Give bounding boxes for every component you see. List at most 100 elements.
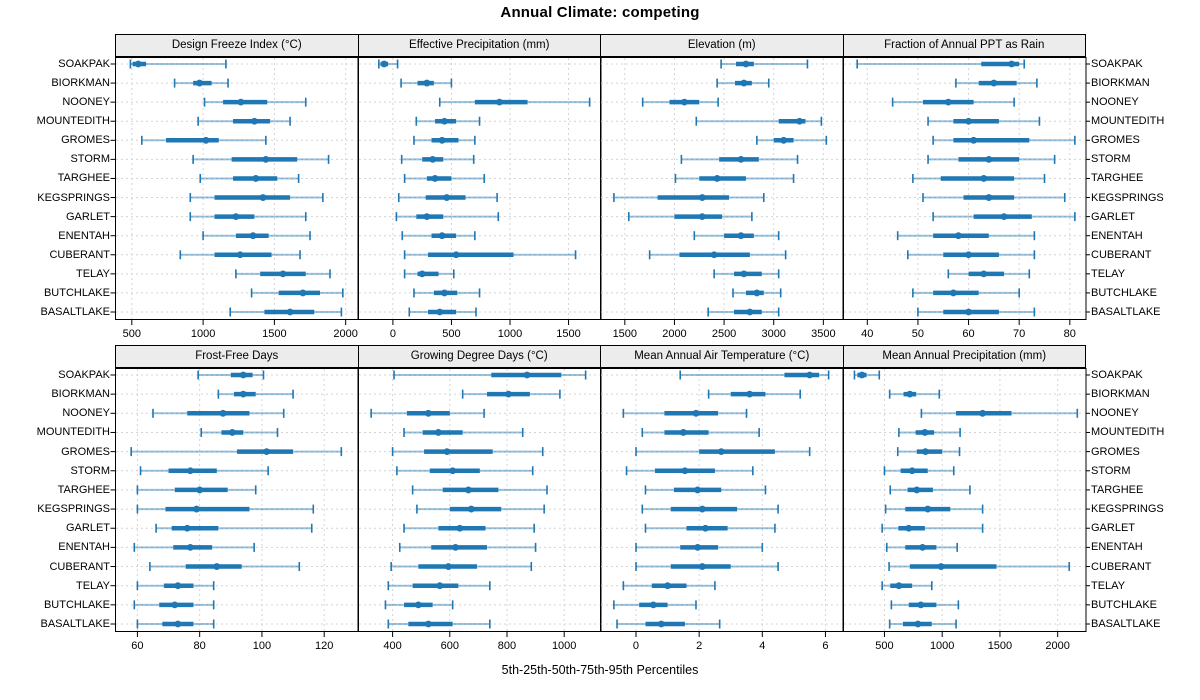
axis-tick-label: 1000 [929, 640, 953, 652]
axis-tick-label: 4 [759, 640, 765, 652]
site-label-left: CUBERANT [49, 248, 110, 261]
site-label-left: TARGHEE [57, 172, 110, 185]
axis-tick-label: 500 [123, 328, 141, 340]
site-label-right: TARGHEE [1091, 172, 1144, 185]
axis-tick-label: 6 [822, 640, 828, 652]
site-label-left: BUTCHLAKE [43, 598, 110, 611]
panel-strip: Design Freeze Index (°C) [115, 34, 359, 57]
panel-strip: Fraction of Annual PPT as Rain [842, 34, 1086, 57]
site-label-right: SOAKPAK [1091, 58, 1143, 70]
axis-tick-label: 800 [497, 640, 515, 652]
site-label-left: ENENTAH [58, 229, 110, 242]
axis-tick-label: 120 [315, 640, 333, 652]
site-label-right: CUBERANT [1091, 248, 1152, 261]
site-label-left: TELAY [75, 579, 110, 592]
site-label-right: CUBERANT [1091, 560, 1152, 573]
panel-1: 0 500 1000 1500 [357, 57, 601, 340]
site-label-left: ENENTAH [58, 541, 110, 554]
site-label-right: BASALTLAKE [1091, 306, 1161, 318]
site-label-left: STORM [70, 153, 110, 166]
axis-tick-label: 100 [253, 640, 271, 652]
site-label-right: BIORKMAN [1091, 77, 1150, 90]
axis-tick-label: 60 [962, 328, 974, 340]
panel-strip: Mean Annual Precipitation (mm) [842, 345, 1086, 368]
site-label-left: SOAKPAK [58, 369, 110, 381]
axis-tick-label: 1500 [556, 328, 580, 340]
axis-tick-label: 400 [383, 640, 401, 652]
site-label-right: TELAY [1091, 579, 1126, 592]
site-label-right: ENENTAH [1091, 229, 1143, 242]
site-label-left: NOONEY [62, 407, 110, 420]
x-axis-label: 5th-25th-50th-75th-95th Percentiles [501, 663, 699, 677]
site-label-left: STORM [70, 464, 110, 477]
site-label-right: KEGSPRINGS [1091, 503, 1164, 516]
axis-tick-label: 0 [389, 328, 395, 340]
site-label-right: GARLET [1091, 210, 1136, 223]
site-label-left: SOAKPAK [58, 58, 110, 70]
site-label-left: MOUNTEDITH [36, 115, 110, 128]
axis-tick-label: 70 [1013, 328, 1025, 340]
axis-tick-label: 1500 [262, 328, 286, 340]
axis-tick-label: 60 [131, 640, 143, 652]
site-label-left: GARLET [65, 210, 110, 223]
panel-strip: Effective Precipitation (mm) [357, 34, 601, 57]
site-label-left: GROMES [61, 134, 110, 147]
site-label-right: MOUNTEDITH [1091, 426, 1165, 439]
axis-tick-label: 2000 [333, 328, 357, 340]
axis-tick-label: 2500 [712, 328, 736, 340]
axis-tick-label: 80 [194, 640, 206, 652]
site-label-right: NOONEY [1091, 407, 1139, 420]
site-label-right: KEGSPRINGS [1091, 191, 1164, 204]
axis-tick-label: 80 [1063, 328, 1075, 340]
panel-strip: Elevation (m) [600, 34, 844, 57]
site-label-left: MOUNTEDITH [36, 426, 110, 439]
axis-tick-label: 50 [911, 328, 923, 340]
site-label-left: BIORKMAN [51, 388, 110, 401]
axis-tick-label: 2 [696, 640, 702, 652]
axis-tick-label: 500 [875, 640, 893, 652]
axis-tick-label: 0 [633, 640, 639, 652]
site-label-left: CUBERANT [49, 560, 110, 573]
axis-tick-label: 3000 [761, 328, 785, 340]
axis-tick-label: 40 [861, 328, 873, 340]
panel-strip: Frost-Free Days [115, 345, 359, 368]
axis-tick-label: 600 [440, 640, 458, 652]
panel-4: 60 80 100 120 [110, 368, 359, 652]
site-label-right: MOUNTEDITH [1091, 115, 1165, 128]
site-label-left: TARGHEE [57, 483, 110, 496]
site-label-right: STORM [1091, 153, 1131, 166]
site-label-right: TARGHEE [1091, 483, 1144, 496]
site-label-left: KEGSPRINGS [37, 503, 110, 516]
panel-3: 40 50 60 70 80 [842, 57, 1090, 340]
site-label-left: KEGSPRINGS [37, 191, 110, 204]
panel-2: 1500 2000 2500 3000 3500 [600, 57, 844, 340]
axis-tick-label: 1500 [987, 640, 1011, 652]
site-label-right: TELAY [1091, 267, 1126, 280]
site-label-right: BIORKMAN [1091, 388, 1150, 401]
site-label-right: BUTCHLAKE [1091, 598, 1158, 611]
site-label-left: NOONEY [62, 96, 110, 109]
site-label-right: GROMES [1091, 134, 1140, 147]
panel-6: 0 2 4 6 [600, 368, 844, 652]
axis-tick-label: 1000 [191, 328, 215, 340]
chart-title: Annual Climate: competing [500, 4, 700, 21]
panel-strip: Mean Annual Air Temperature (°C) [600, 345, 844, 368]
site-label-right: SOAKPAK [1091, 369, 1143, 381]
site-label-left: GARLET [65, 522, 110, 535]
panel-7: 500 1000 1500 2000 [842, 368, 1090, 652]
site-label-right: BASALTLAKE [1091, 618, 1161, 630]
axis-tick-label: 3500 [811, 328, 835, 340]
site-label-right: ENENTAH [1091, 541, 1143, 554]
site-label-left: BIORKMAN [51, 77, 110, 90]
panel-5: 400 600 800 1000 [357, 368, 601, 652]
site-label-right: BUTCHLAKE [1091, 286, 1158, 299]
axis-tick-label: 1000 [551, 640, 575, 652]
axis-tick-label: 1500 [613, 328, 637, 340]
axis-tick-label: 1000 [497, 328, 521, 340]
site-label-right: NOONEY [1091, 96, 1139, 109]
axis-tick-label: 2000 [1045, 640, 1069, 652]
site-label-left: BUTCHLAKE [43, 286, 110, 299]
site-label-left: BASALTLAKE [40, 306, 111, 318]
panel-strip: Growing Degree Days (°C) [357, 345, 601, 368]
